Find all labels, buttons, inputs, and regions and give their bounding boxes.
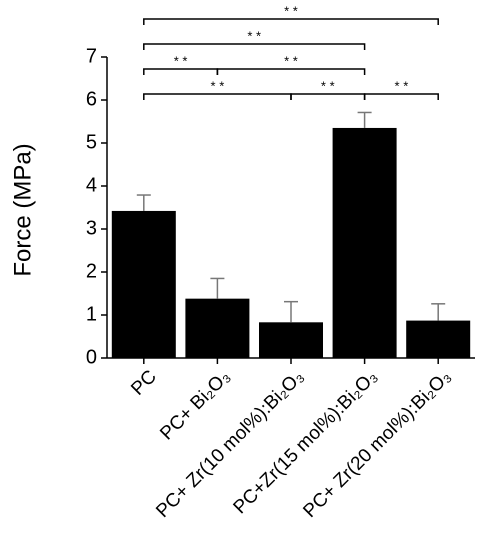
significance-label: * * [247,28,261,43]
y-tick-label: 5 [86,131,97,153]
significance-bracket [143,43,366,50]
error-bar [357,111,372,128]
x-tick-label: PC+ Zr(10 mol%):Bi₂O₃ [152,366,308,522]
x-tick-label: PC+ Bi₂O₃ [156,366,234,444]
bar [259,322,323,358]
significance-label: * * [395,78,409,93]
bar [111,210,176,358]
x-tick-label: PC [127,366,161,400]
bar [185,298,250,358]
bar [332,127,397,358]
error-bar [136,194,151,211]
significance-bracket [216,68,366,75]
significance-bracket [143,68,219,75]
y-tick-label: 3 [86,217,97,239]
significance-label: * * [211,78,225,93]
significance-label: * * [284,3,298,18]
error-bar [431,303,446,321]
y-tick-label: 1 [86,303,97,325]
significance-label: * * [174,53,188,68]
y-tick-label: 7 [86,45,97,67]
significance-bracket [363,93,439,100]
y-tick-label: 6 [86,88,97,110]
significance-bracket [143,93,292,100]
y-axis-label: Force (MPa) [9,143,36,276]
error-bar [210,277,225,299]
y-tick-label: 4 [86,174,97,196]
significance-label: * * [321,78,335,93]
y-tick-label: 0 [86,346,97,368]
significance-bracket [143,18,439,25]
error-bar [284,300,298,323]
x-tick-label: PC+ Zr(20 mol%):Bi₂O₃ [299,366,455,522]
y-tick-label: 2 [86,260,97,282]
significance-label: * * [284,53,298,68]
x-tick-label: PC+Zr(15 mol%):Bi₂O₃ [230,366,382,518]
significance-bracket [290,93,366,100]
bar [406,320,471,358]
